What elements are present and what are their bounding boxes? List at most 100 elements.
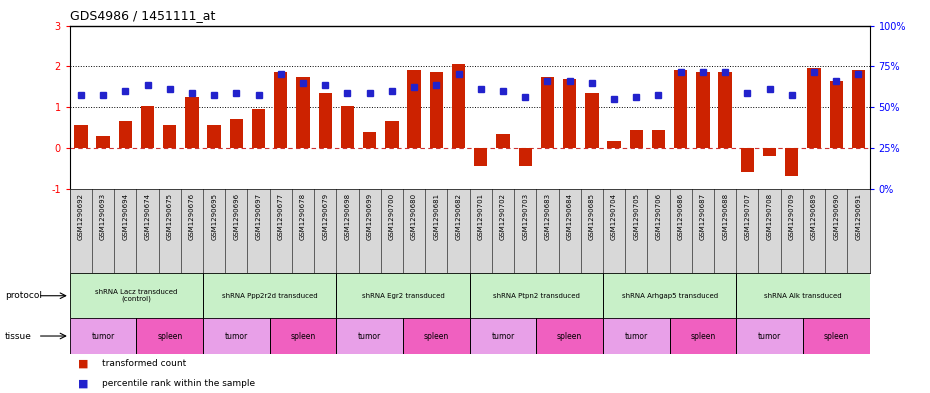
Text: spleen: spleen	[157, 332, 182, 340]
Text: GSM1290705: GSM1290705	[633, 193, 639, 240]
Text: ■: ■	[78, 358, 88, 369]
Bar	[385, 121, 399, 148]
Text: GSM1290694: GSM1290694	[122, 193, 128, 240]
Text: ■: ■	[78, 378, 88, 388]
Bar	[185, 97, 199, 148]
Bar	[737, 318, 803, 354]
Text: GSM1290704: GSM1290704	[611, 193, 618, 240]
Text: spleen: spleen	[690, 332, 715, 340]
Text: GSM1290697: GSM1290697	[256, 193, 261, 240]
Bar	[497, 134, 510, 148]
Text: GSM1290690: GSM1290690	[833, 193, 839, 240]
Text: GSM1290683: GSM1290683	[544, 193, 551, 240]
Bar	[74, 125, 87, 148]
Text: GSM1290701: GSM1290701	[478, 193, 484, 240]
Text: GSM1290681: GSM1290681	[433, 193, 439, 240]
Text: GSM1290678: GSM1290678	[300, 193, 306, 240]
Bar	[340, 106, 354, 148]
Text: tumor: tumor	[758, 332, 781, 340]
Bar	[337, 318, 403, 354]
Text: transformed count: transformed count	[101, 359, 186, 368]
Text: GSM1290676: GSM1290676	[189, 193, 195, 240]
Text: tumor: tumor	[491, 332, 514, 340]
Text: GDS4986 / 1451111_at: GDS4986 / 1451111_at	[70, 9, 215, 22]
Text: spleen: spleen	[424, 332, 449, 340]
Text: GSM1290695: GSM1290695	[211, 193, 218, 240]
Bar	[297, 77, 310, 148]
Text: GSM1290709: GSM1290709	[789, 193, 795, 240]
Text: GSM1290684: GSM1290684	[566, 193, 573, 240]
Text: GSM1290674: GSM1290674	[144, 193, 151, 240]
Text: GSM1290689: GSM1290689	[811, 193, 817, 240]
Bar	[403, 318, 470, 354]
Text: tumor: tumor	[625, 332, 648, 340]
Bar	[337, 273, 470, 318]
Text: spleen: spleen	[824, 332, 849, 340]
Bar	[252, 109, 265, 148]
Bar	[763, 148, 777, 156]
Text: GSM1290693: GSM1290693	[100, 193, 106, 240]
Text: spleen: spleen	[557, 332, 582, 340]
Text: GSM1290682: GSM1290682	[456, 193, 461, 240]
Bar	[670, 318, 737, 354]
Bar	[830, 81, 843, 148]
Text: shRNA Ppp2r2d transduced: shRNA Ppp2r2d transduced	[222, 293, 317, 299]
Text: tumor: tumor	[358, 332, 381, 340]
Text: GSM1290698: GSM1290698	[344, 193, 351, 240]
Text: shRNA Arhgap5 transduced: shRNA Arhgap5 transduced	[621, 293, 718, 299]
Bar	[470, 273, 603, 318]
Bar	[119, 121, 132, 148]
Text: GSM1290675: GSM1290675	[166, 193, 173, 240]
Text: tissue: tissue	[5, 332, 32, 340]
Text: GSM1290699: GSM1290699	[366, 193, 373, 240]
Text: GSM1290680: GSM1290680	[411, 193, 418, 240]
Bar	[607, 141, 620, 148]
Bar	[807, 68, 820, 148]
Bar	[274, 72, 287, 148]
Bar	[740, 148, 754, 172]
Text: GSM1290708: GSM1290708	[766, 193, 773, 240]
Text: shRNA Ptpn2 transduced: shRNA Ptpn2 transduced	[493, 293, 579, 299]
Bar	[452, 64, 465, 148]
Bar	[270, 318, 337, 354]
Text: GSM1290702: GSM1290702	[500, 193, 506, 240]
Text: tumor: tumor	[91, 332, 114, 340]
Bar	[540, 77, 554, 148]
Bar	[203, 318, 270, 354]
Bar	[519, 148, 532, 166]
Bar	[697, 72, 710, 148]
Bar	[140, 106, 154, 148]
Text: shRNA Lacz transduced
(control): shRNA Lacz transduced (control)	[95, 289, 178, 303]
Text: spleen: spleen	[290, 332, 315, 340]
Text: GSM1290707: GSM1290707	[744, 193, 751, 240]
Bar	[97, 136, 110, 148]
Bar	[585, 93, 599, 148]
Text: GSM1290706: GSM1290706	[656, 193, 661, 240]
Bar	[163, 125, 177, 148]
Text: percentile rank within the sample: percentile rank within the sample	[101, 379, 255, 387]
Text: GSM1290700: GSM1290700	[389, 193, 395, 240]
Bar	[603, 273, 737, 318]
Bar	[70, 273, 203, 318]
Text: shRNA Egr2 transduced: shRNA Egr2 transduced	[362, 293, 445, 299]
Text: GSM1290688: GSM1290688	[722, 193, 728, 240]
Bar	[430, 72, 443, 148]
Bar	[652, 130, 665, 148]
Text: protocol: protocol	[5, 291, 42, 300]
Bar	[207, 125, 220, 148]
Text: GSM1290703: GSM1290703	[522, 193, 528, 240]
Bar	[719, 72, 732, 148]
Bar	[603, 318, 670, 354]
Bar	[70, 318, 137, 354]
Bar	[674, 70, 687, 148]
Text: tumor: tumor	[225, 332, 248, 340]
Bar	[230, 119, 243, 148]
Bar	[785, 148, 799, 176]
Text: GSM1290677: GSM1290677	[278, 193, 284, 240]
Text: GSM1290686: GSM1290686	[678, 193, 684, 240]
Bar	[137, 318, 203, 354]
Bar	[803, 318, 870, 354]
Text: GSM1290679: GSM1290679	[322, 193, 328, 240]
Bar	[203, 273, 337, 318]
Text: GSM1290685: GSM1290685	[589, 193, 595, 240]
